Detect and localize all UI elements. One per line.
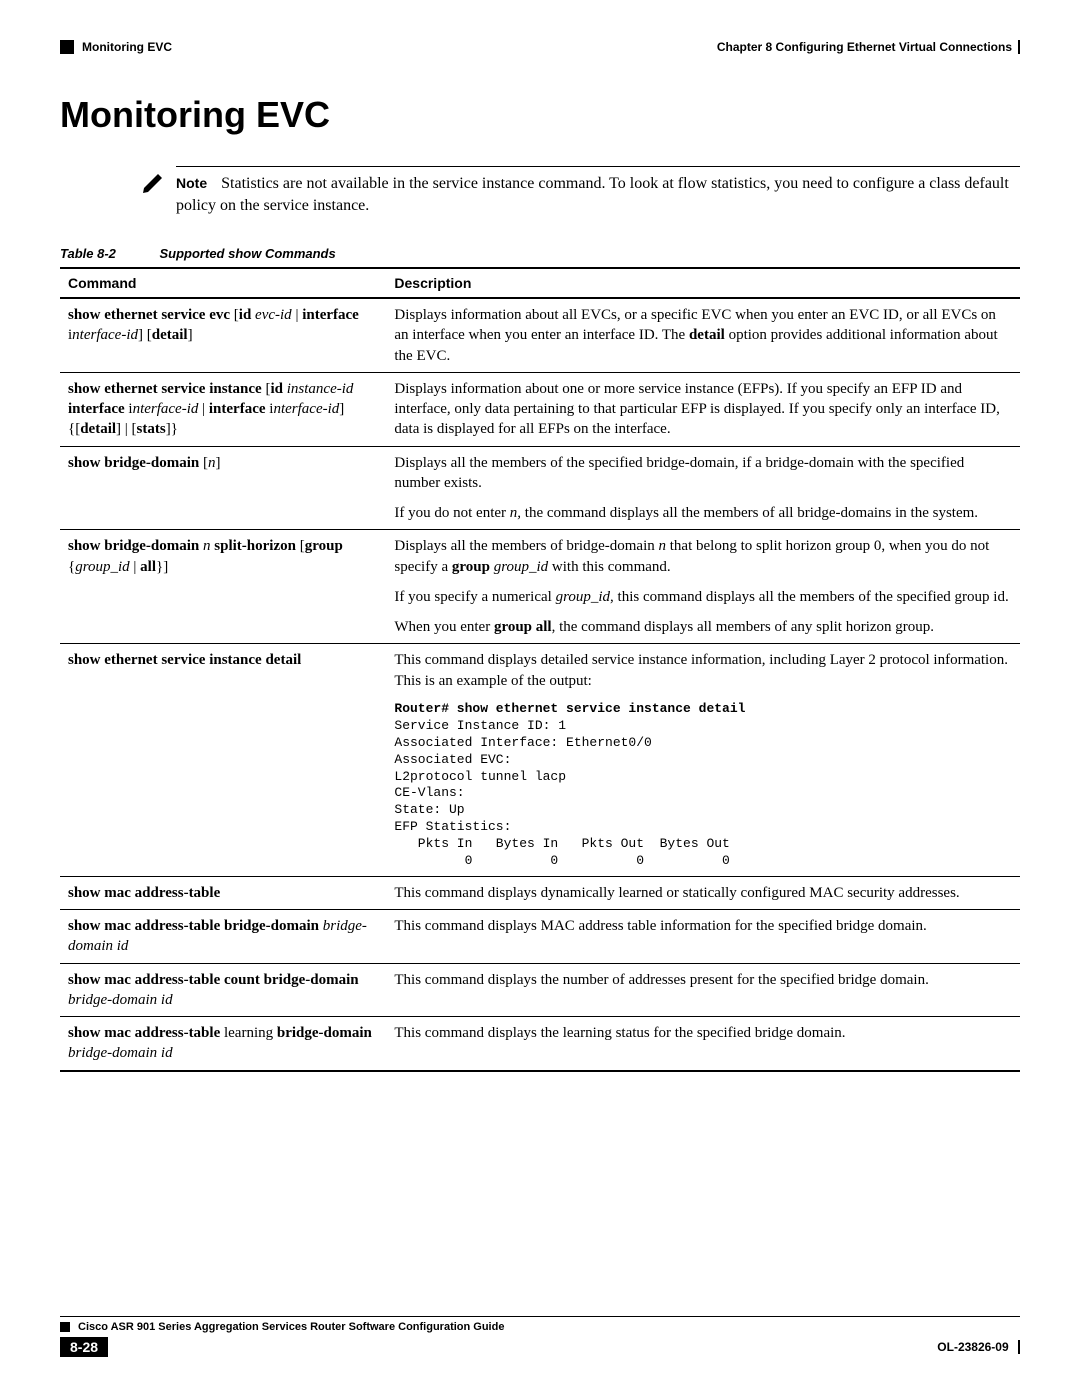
footer-bottom-row: 8-28 OL-23826-09 <box>60 1337 1020 1357</box>
cell-description: This command displays dynamically learne… <box>386 876 1020 909</box>
table-caption: Table 8-2 Supported show Commands <box>60 246 1020 261</box>
footer-title-row: Cisco ASR 901 Series Aggregation Service… <box>60 1316 1020 1333</box>
cell-description: This command displays the number of addr… <box>386 963 1020 1017</box>
table-title: Supported show Commands <box>160 246 336 261</box>
footer-bar-icon <box>1018 1340 1020 1354</box>
cell-command: show mac address-table bridge-domain bri… <box>60 910 386 964</box>
header-section: Monitoring EVC <box>82 40 172 54</box>
cell-command: show bridge-domain n split-horizon [grou… <box>60 530 386 644</box>
cell-description: This command displays MAC address table … <box>386 910 1020 964</box>
cell-description: This command displays detailed service i… <box>386 644 1020 876</box>
cell-command: show ethernet service evc [id evc-id | i… <box>60 298 386 372</box>
cell-command: show mac address-table learning bridge-d… <box>60 1017 386 1071</box>
running-header: Monitoring EVC Chapter 8 Configuring Eth… <box>60 40 1020 54</box>
cell-description: Displays all the members of bridge-domai… <box>386 530 1020 644</box>
table-row: show ethernet service instance [id insta… <box>60 372 1020 446</box>
cell-command: show ethernet service instance [id insta… <box>60 372 386 446</box>
table-row: show mac address-table learning bridge-d… <box>60 1017 1020 1071</box>
cell-description: Displays information about one or more s… <box>386 372 1020 446</box>
footer-square-icon <box>60 1322 70 1332</box>
commands-table: Command Description show ethernet servic… <box>60 267 1020 1071</box>
footer-guide-title: Cisco ASR 901 Series Aggregation Service… <box>78 1321 504 1333</box>
cell-description: Displays all the members of the specifie… <box>386 446 1020 530</box>
header-marker-square <box>60 40 74 54</box>
table-row: show ethernet service instance detailThi… <box>60 644 1020 876</box>
table-row: show mac address-tableThis command displ… <box>60 876 1020 909</box>
page-number-badge: 8-28 <box>60 1337 108 1357</box>
header-bar-icon <box>1018 40 1020 54</box>
th-command: Command <box>60 268 386 298</box>
cell-description: This command displays the learning statu… <box>386 1017 1020 1071</box>
note-text: Statistics are not available in the serv… <box>176 175 1009 214</box>
th-description: Description <box>386 268 1020 298</box>
cell-command: show mac address-table count bridge-doma… <box>60 963 386 1017</box>
header-left: Monitoring EVC <box>60 40 172 54</box>
page-title: Monitoring EVC <box>60 94 1020 136</box>
header-chapter: Chapter 8 Configuring Ethernet Virtual C… <box>717 40 1012 54</box>
footer-doc-id: OL-23826-09 <box>937 1340 1020 1355</box>
table-row: show mac address-table bridge-domain bri… <box>60 910 1020 964</box>
note-label: Note <box>176 175 207 191</box>
header-right: Chapter 8 Configuring Ethernet Virtual C… <box>717 40 1020 54</box>
cell-description: Displays information about all EVCs, or … <box>386 298 1020 372</box>
table-row: show mac address-table count bridge-doma… <box>60 963 1020 1017</box>
cell-command: show mac address-table <box>60 876 386 909</box>
note-block: Note Statistics are not available in the… <box>140 166 1020 216</box>
cell-command: show ethernet service instance detail <box>60 644 386 876</box>
pencil-icon <box>140 166 168 194</box>
note-body: Note Statistics are not available in the… <box>176 166 1020 216</box>
table-number: Table 8-2 <box>60 246 116 261</box>
table-row: show bridge-domain [n]Displays all the m… <box>60 446 1020 530</box>
table-row: show ethernet service evc [id evc-id | i… <box>60 298 1020 372</box>
cell-command: show bridge-domain [n] <box>60 446 386 530</box>
page-footer: Cisco ASR 901 Series Aggregation Service… <box>60 1316 1020 1357</box>
table-row: show bridge-domain n split-horizon [grou… <box>60 530 1020 644</box>
doc-id-text: OL-23826-09 <box>937 1340 1008 1354</box>
